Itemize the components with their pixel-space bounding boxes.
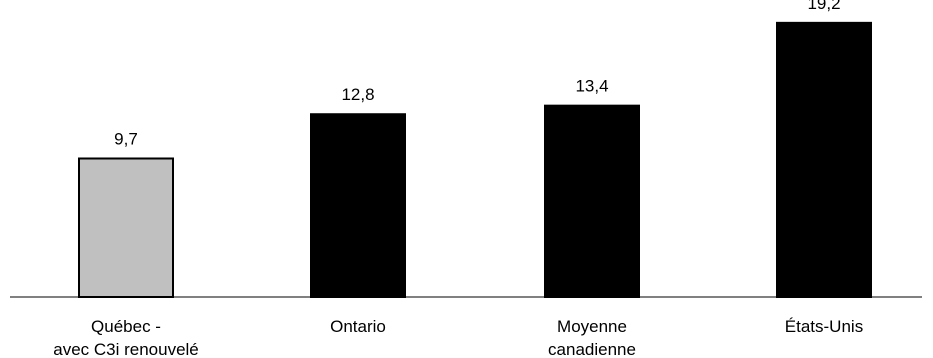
- bar-3: [544, 104, 640, 298]
- category-label-1: Québec - avec C3i renouvelé: [53, 317, 199, 358]
- value-labels-layer: 9,7 12,8 13,4 19,2: [114, 0, 840, 148]
- bars-layer: [78, 21, 872, 298]
- category-label-3: Moyenne canadienne: [548, 317, 636, 358]
- value-label-4: 19,2: [807, 0, 840, 13]
- category-label-3-line-2: canadienne: [548, 340, 636, 358]
- value-label-3: 13,4: [575, 77, 608, 96]
- category-label-4-line-1: États-Unis: [785, 317, 863, 336]
- bar-1: [78, 157, 174, 298]
- category-label-3-line-1: Moyenne: [557, 317, 627, 336]
- category-label-4: États-Unis: [785, 317, 863, 336]
- bar-2: [310, 113, 406, 298]
- category-label-1-line-2: avec C3i renouvelé: [53, 340, 199, 358]
- category-label-2: Ontario: [330, 317, 386, 336]
- category-label-2-line-1: Ontario: [330, 317, 386, 336]
- value-label-1: 9,7: [114, 129, 138, 148]
- category-label-1-line-1: Québec -: [91, 317, 161, 336]
- bar-4: [776, 21, 872, 298]
- value-label-2: 12,8: [341, 85, 374, 104]
- category-labels-layer: Québec - avec C3i renouvelé Ontario Moyenne…: [53, 317, 863, 358]
